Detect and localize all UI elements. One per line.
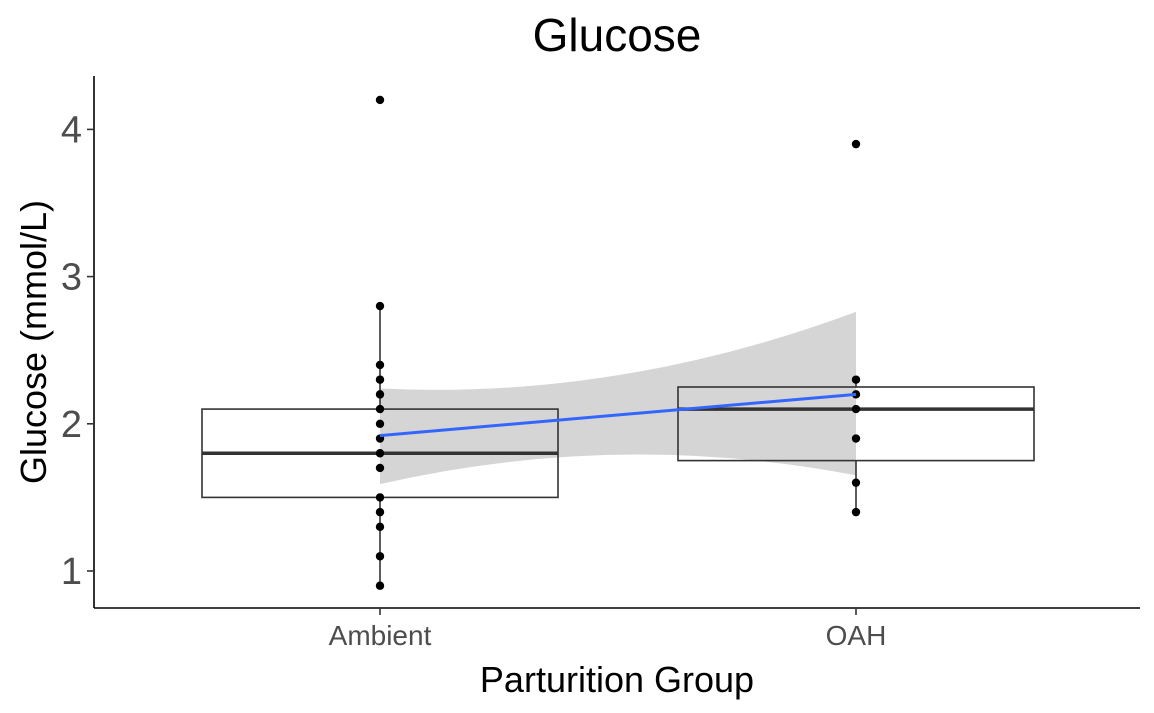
y-tick-label: 4: [61, 109, 82, 151]
x-tick-label: Ambient: [329, 620, 432, 651]
y-tick-label: 2: [61, 404, 82, 446]
data-point: [851, 507, 861, 517]
box-iqr: [677, 386, 1035, 462]
data-point: [375, 581, 385, 590]
data-point: [375, 404, 385, 414]
x-axis-label: Parturition Group: [480, 659, 754, 700]
trend-line: [379, 392, 857, 438]
data-point: [375, 301, 385, 311]
y-tick-label: 1: [61, 551, 82, 593]
chart-title: Glucose: [533, 9, 702, 61]
data-point: [851, 478, 861, 487]
data-point: [375, 552, 385, 561]
data-point: [851, 404, 861, 414]
data-point: [375, 419, 385, 428]
x-tick-label: OAH: [826, 620, 887, 651]
data-point: [851, 375, 861, 384]
data-point: [375, 522, 385, 532]
data-point: [375, 390, 385, 399]
plot-area: 1 2 3 4 Ambient OAH: [61, 76, 1140, 651]
data-point: [375, 375, 385, 384]
data-point: [375, 507, 385, 517]
data-point: [851, 139, 861, 149]
data-point: [375, 493, 385, 502]
data-point: [851, 434, 861, 443]
data-point: [375, 95, 385, 105]
confidence-band: [380, 311, 856, 485]
data-point: [375, 360, 385, 370]
data-point: [375, 449, 385, 458]
y-tick-label: 3: [61, 257, 82, 299]
y-axis-label: Glucose (mmol/L): [13, 200, 54, 484]
data-point: [375, 463, 385, 473]
